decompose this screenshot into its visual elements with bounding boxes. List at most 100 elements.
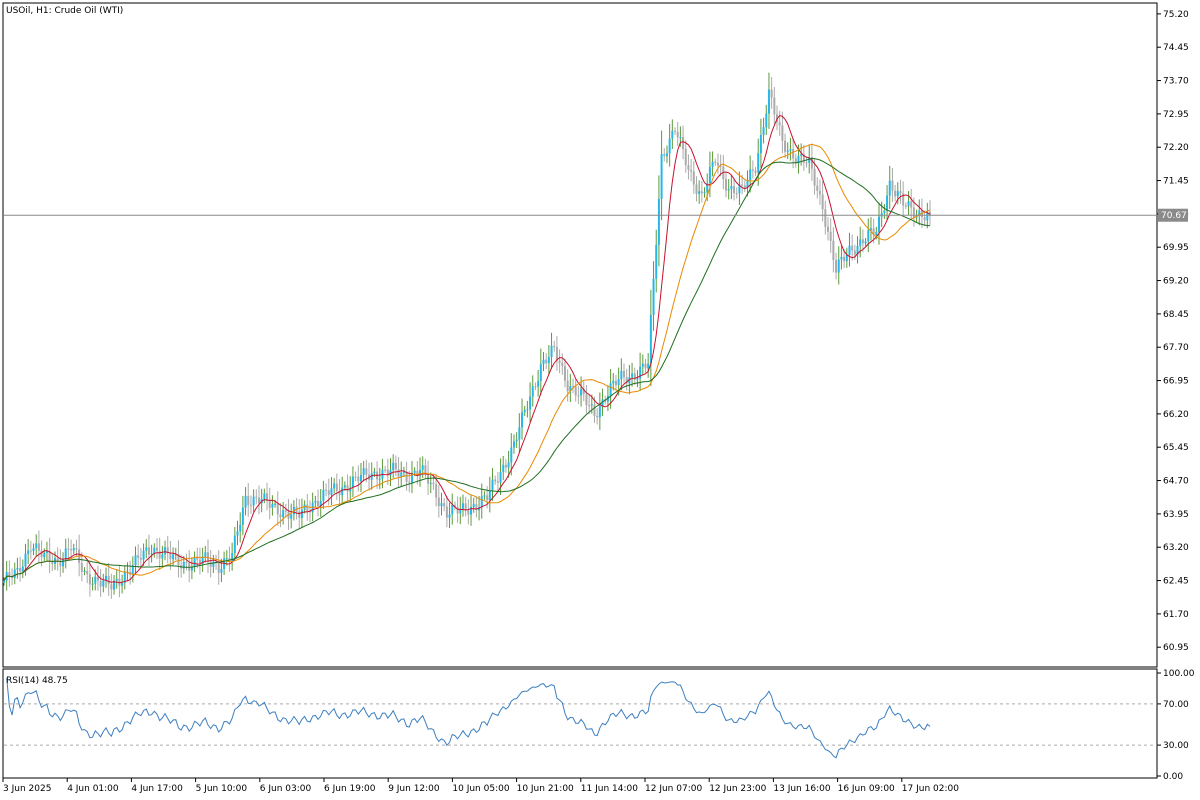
candle-body — [475, 504, 478, 511]
candle-body — [617, 379, 620, 386]
candle-body — [612, 380, 615, 384]
candle-body — [526, 409, 529, 411]
price-tick-label: 68.45 — [1163, 310, 1189, 320]
candle-body — [910, 201, 913, 208]
candle-body — [29, 550, 32, 552]
candle-body — [926, 211, 929, 221]
candle-body — [735, 193, 738, 195]
candle-body — [563, 366, 566, 381]
candle-body — [848, 245, 851, 256]
candle-body — [542, 359, 545, 365]
candle-body — [671, 130, 674, 139]
candle-body — [470, 507, 473, 515]
candle-body — [883, 210, 886, 214]
candle-body — [738, 184, 741, 194]
candle-body — [647, 363, 650, 369]
candle-body — [821, 194, 824, 210]
candle-body — [585, 394, 588, 406]
candle-body — [37, 543, 40, 551]
rsi-line — [6, 678, 931, 759]
candle-body — [762, 127, 765, 135]
rsi-label: RSI(14) 48.75 — [6, 676, 68, 686]
candle-body — [781, 125, 784, 141]
candle-body — [765, 113, 768, 128]
candle-body — [86, 570, 89, 575]
candle-body — [719, 165, 722, 167]
candle-body — [894, 190, 897, 197]
candle-body — [335, 483, 338, 492]
candle-body — [107, 575, 110, 585]
candle-body — [263, 493, 266, 499]
candle-body — [676, 131, 679, 138]
moving-averages — [3, 115, 931, 584]
candle-body — [300, 509, 303, 518]
price-tick-label: 65.45 — [1163, 443, 1189, 453]
candle-body — [35, 543, 38, 549]
candle-body — [123, 572, 126, 584]
candle-body — [182, 561, 185, 569]
candle-body — [614, 380, 617, 386]
candle-body — [386, 469, 389, 476]
candle-body — [266, 493, 269, 501]
candle-body — [464, 503, 467, 511]
candle-body — [201, 556, 204, 564]
rsi-series — [6, 678, 931, 759]
candle-body — [346, 485, 349, 492]
candle-body — [907, 201, 910, 207]
candle-body — [408, 481, 411, 483]
price-tick-label: 62.45 — [1163, 577, 1189, 587]
candle-body — [692, 171, 695, 185]
main-pane-frame[interactable] — [2, 2, 1158, 668]
candle-body — [67, 548, 70, 550]
rsi-tick-label: 70.00 — [1163, 700, 1189, 710]
candle-body — [435, 484, 438, 498]
candle-body — [204, 552, 207, 557]
candle-body — [684, 148, 687, 166]
candle-body — [378, 478, 381, 480]
candle-body — [303, 504, 306, 510]
candle-body — [456, 507, 459, 514]
candle-body — [601, 399, 604, 407]
candle-body — [767, 89, 770, 114]
candle-body — [923, 217, 926, 221]
candle-body — [389, 470, 392, 476]
candle-body — [8, 572, 11, 577]
time-tick-label: 12 Jun 07:00 — [645, 784, 702, 794]
candle-body — [445, 506, 448, 518]
candle-body — [419, 469, 422, 476]
candle-body — [904, 205, 907, 207]
candle-body — [338, 491, 341, 496]
candle-body — [298, 511, 301, 518]
candle-body — [400, 472, 403, 477]
candle-body — [220, 569, 223, 573]
candle-body — [499, 472, 502, 483]
price-tick-label: 66.95 — [1163, 377, 1189, 387]
candle-body — [802, 154, 805, 163]
candle-body — [869, 228, 872, 231]
candle-body — [461, 503, 464, 509]
time-axis: 3 Jun 2025 4 Jun 01:00 4 Jun 17:00 5 Jun 10… — [2, 778, 959, 794]
candle-body — [628, 377, 631, 384]
candle-body — [137, 555, 140, 559]
candle-body — [327, 490, 330, 495]
rsi-pane-frame[interactable] — [2, 668, 1158, 779]
candle-body — [770, 89, 773, 98]
moving-average-line — [3, 115, 931, 584]
candle-body — [488, 490, 491, 501]
candle-body — [362, 468, 365, 475]
candle-body — [746, 180, 749, 188]
candle-body — [190, 566, 193, 571]
candle-body — [317, 500, 320, 507]
time-tick-label: 10 Jun 05:00 — [452, 784, 509, 794]
candle-body — [625, 377, 628, 384]
candle-body — [491, 479, 494, 491]
candle-body — [845, 255, 848, 262]
candle-body — [448, 514, 451, 518]
candle-body — [896, 191, 899, 197]
price-tick-label: 61.70 — [1163, 610, 1189, 620]
candle-body — [623, 370, 626, 378]
price-tick-label: 63.20 — [1163, 543, 1189, 553]
price-tick-label: 63.95 — [1163, 510, 1189, 520]
price-tick-label: 72.20 — [1163, 143, 1189, 153]
